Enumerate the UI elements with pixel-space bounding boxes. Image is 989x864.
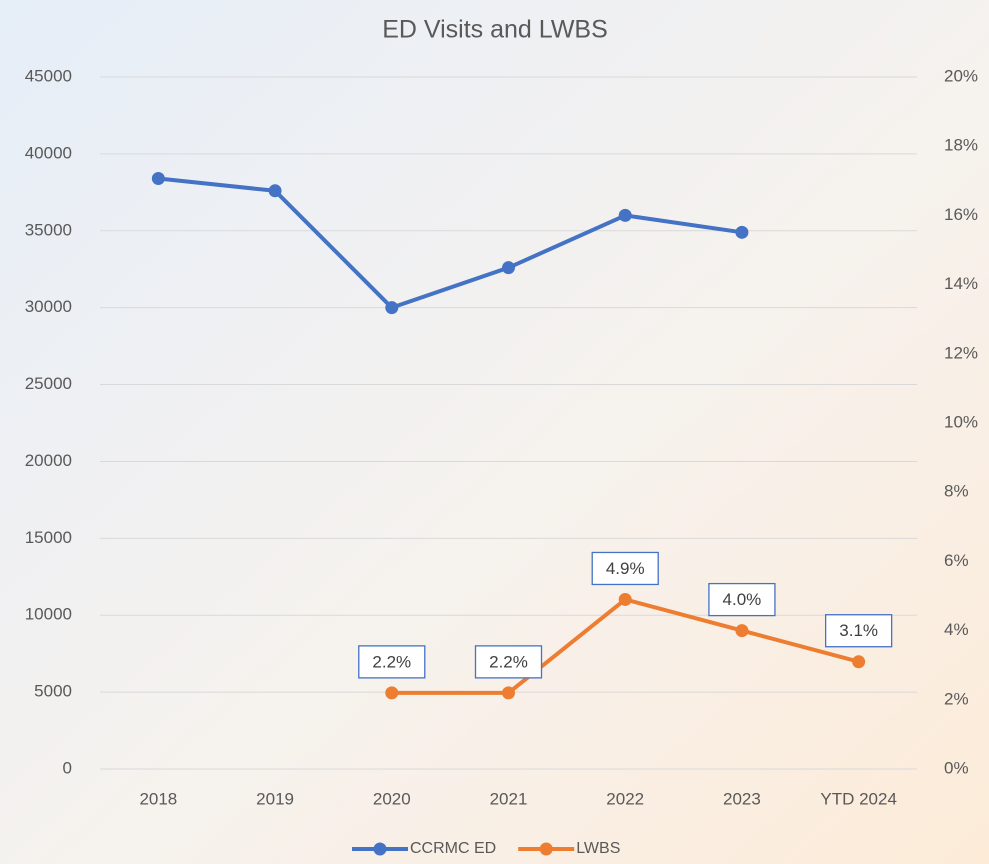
data-point xyxy=(618,592,632,606)
y2-tick-label: 20% xyxy=(944,66,978,85)
y-tick-label: 45000 xyxy=(25,66,72,85)
y-tick-label: 10000 xyxy=(25,605,72,624)
data-label: 3.1% xyxy=(839,621,878,640)
data-label-box xyxy=(824,614,893,648)
data-point xyxy=(735,624,749,638)
data-point xyxy=(852,655,866,669)
y2-tick-label: 2% xyxy=(944,689,969,708)
data-label-box xyxy=(474,645,543,679)
legend-label: CCRMC ED xyxy=(410,840,496,857)
y-tick-label: 40000 xyxy=(25,143,72,162)
y2-tick-label: 0% xyxy=(944,758,969,777)
y2-tick-label: 12% xyxy=(944,343,978,362)
y2-tick-label: 14% xyxy=(944,274,978,293)
x-tick-label: 2023 xyxy=(723,789,761,808)
x-tick-label: 2022 xyxy=(606,789,644,808)
x-tick-label: 2021 xyxy=(490,789,528,808)
y-tick-label: 0 xyxy=(63,758,72,777)
y2-tick-label: 16% xyxy=(944,205,978,224)
x-tick-label: 2019 xyxy=(256,789,294,808)
data-point xyxy=(151,171,165,185)
y-tick-label: 35000 xyxy=(25,220,72,239)
data-point xyxy=(502,686,515,700)
data-point xyxy=(268,184,282,198)
chart-title: ED Visits and LWBS xyxy=(382,16,608,44)
data-point xyxy=(385,686,399,700)
data-label-box xyxy=(358,645,426,679)
y-tick-label: 5000 xyxy=(34,682,72,701)
y2-tick-label: 18% xyxy=(944,136,978,155)
y2-tick-label: 8% xyxy=(944,482,969,501)
y2-tick-label: 6% xyxy=(944,551,969,570)
y-tick-label: 20000 xyxy=(25,451,72,470)
data-point xyxy=(735,225,749,239)
data-point xyxy=(385,301,399,315)
y-tick-label: 15000 xyxy=(25,528,72,547)
x-tick-label: YTD 2024 xyxy=(820,789,897,808)
data-label-box xyxy=(708,582,776,617)
x-tick-label: 2020 xyxy=(373,789,411,808)
series-line xyxy=(158,176,743,310)
legend-label: LWBS xyxy=(576,840,620,857)
legend-marker xyxy=(373,842,387,856)
data-point xyxy=(618,208,632,222)
legend-marker xyxy=(539,842,553,856)
data-point xyxy=(502,261,515,275)
x-tick-label: 2018 xyxy=(139,789,177,808)
y-tick-label: 30000 xyxy=(25,297,72,316)
data-label: 4.0% xyxy=(723,590,762,609)
y2-tick-label: 10% xyxy=(944,412,978,431)
data-label: 4.9% xyxy=(606,559,645,578)
y2-tick-label: 4% xyxy=(944,620,969,639)
data-label: 2.2% xyxy=(489,652,528,671)
data-label: 2.2% xyxy=(372,652,411,671)
y-tick-label: 25000 xyxy=(25,374,72,393)
data-label-box xyxy=(591,551,659,586)
